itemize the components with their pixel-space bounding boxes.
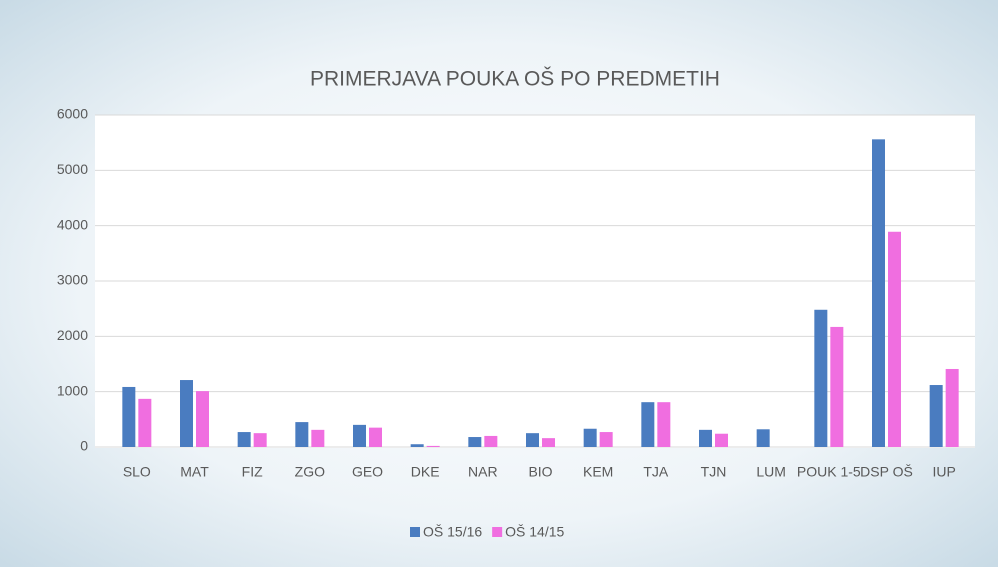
bar <box>929 385 943 447</box>
bar <box>122 386 136 447</box>
bar <box>657 402 671 447</box>
bar <box>180 380 193 447</box>
x-tick-label: ZGO <box>295 464 325 480</box>
bar <box>484 435 498 447</box>
y-tick-label: 6000 <box>57 106 88 122</box>
y-tick-label: 0 <box>80 438 88 454</box>
bar <box>641 402 655 447</box>
y-tick-label: 1000 <box>57 382 88 398</box>
bar <box>542 438 555 447</box>
bar <box>369 427 382 447</box>
bar <box>526 433 539 447</box>
legend-swatch <box>492 527 503 537</box>
bar <box>410 444 424 447</box>
x-tick-label: FIZ <box>242 464 263 480</box>
y-tick-label: 2000 <box>57 327 88 343</box>
bar <box>138 398 152 447</box>
bar <box>253 433 267 447</box>
x-tick-label: NAR <box>468 464 498 480</box>
x-tick-label: DSP OŠ <box>860 464 913 480</box>
x-tick-label: TJA <box>643 464 669 480</box>
x-tick-label: GEO <box>352 464 383 480</box>
y-tick-label: 4000 <box>57 216 88 232</box>
bar <box>311 429 325 447</box>
x-tick-label: POUK 1-5 <box>797 464 861 480</box>
bar <box>756 429 770 447</box>
x-tick-label: IUP <box>932 464 955 480</box>
bar <box>295 422 309 447</box>
y-tick-label: 5000 <box>57 161 88 177</box>
chart-title: PRIMERJAVA POUKA OŠ PO PREDMETIH <box>310 68 720 91</box>
bar <box>945 368 959 447</box>
bar <box>872 139 885 447</box>
x-tick-label: KEM <box>583 464 613 480</box>
bar <box>426 445 440 447</box>
bar <box>699 429 712 447</box>
bar <box>715 433 728 447</box>
bar <box>196 391 209 447</box>
bar <box>353 424 366 447</box>
bar <box>888 231 901 447</box>
legend-swatch <box>410 527 420 537</box>
bar <box>468 437 482 447</box>
legend-label: OŠ 14/15 <box>505 524 564 540</box>
bar <box>599 432 613 447</box>
bar <box>830 326 844 447</box>
x-tick-label: LUM <box>756 464 786 480</box>
x-tick-label: BIO <box>528 464 552 480</box>
bar <box>814 309 828 447</box>
legend-label: OŠ 15/16 <box>423 524 482 540</box>
x-tick-label: DKE <box>411 464 440 480</box>
y-tick-label: 3000 <box>57 272 88 288</box>
bar <box>237 432 251 447</box>
x-tick-label: MAT <box>180 464 209 480</box>
x-tick-label: SLO <box>123 464 151 480</box>
x-tick-label: TJN <box>701 464 727 480</box>
bar <box>583 428 597 447</box>
